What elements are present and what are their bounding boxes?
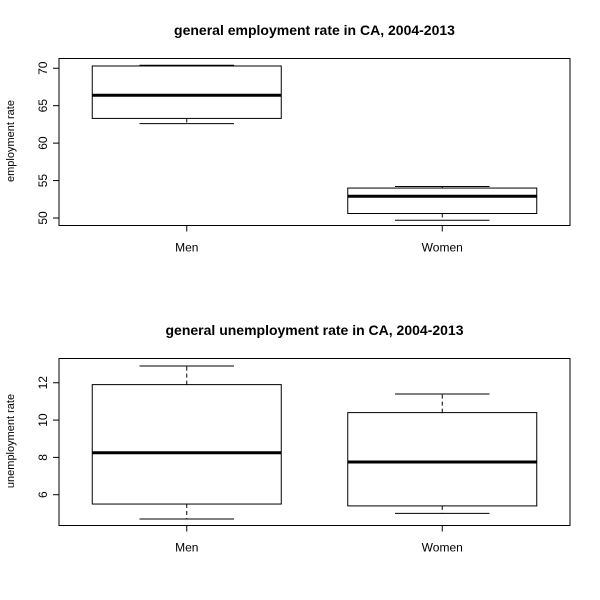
employment-y-axis: 50 55 60 65 70 bbox=[36, 61, 60, 225]
y-tick-label: 12 bbox=[36, 376, 50, 390]
employment-rate-panel: general employment rate in CA, 2004-2013… bbox=[5, 22, 571, 255]
y-tick-label: 65 bbox=[36, 99, 50, 113]
box-men bbox=[91, 64, 282, 125]
iqr-box bbox=[91, 65, 282, 119]
unemployment-chart-title: general unemployment rate in CA, 2004-20… bbox=[166, 322, 464, 338]
unemployment-x-axis: Men Women bbox=[175, 525, 463, 555]
employment-boxes bbox=[91, 64, 538, 221]
box-women bbox=[347, 186, 538, 221]
y-tick-label: 50 bbox=[36, 211, 50, 225]
y-tick-label: 70 bbox=[36, 61, 50, 75]
x-tick-label: Men bbox=[175, 241, 198, 255]
unemployment-y-axis: 6 8 10 12 bbox=[36, 376, 60, 498]
x-tick-label: Women bbox=[422, 541, 463, 555]
unemployment-rate-panel: general unemployment rate in CA, 2004-20… bbox=[5, 322, 571, 555]
y-tick-label: 60 bbox=[36, 136, 50, 150]
employment-y-axis-label: employment rate bbox=[5, 100, 17, 182]
iqr-box bbox=[347, 412, 538, 507]
unemployment-y-axis-label: unemployment rate bbox=[5, 394, 17, 488]
y-tick-label: 6 bbox=[36, 491, 50, 498]
employment-chart-title: general employment rate in CA, 2004-2013 bbox=[174, 22, 455, 38]
box-men bbox=[91, 365, 282, 520]
y-tick-label: 10 bbox=[36, 413, 50, 427]
box-women bbox=[347, 393, 538, 514]
y-tick-label: 55 bbox=[36, 174, 50, 188]
y-tick-label: 8 bbox=[36, 454, 50, 461]
iqr-box bbox=[91, 384, 282, 505]
iqr-box bbox=[347, 187, 538, 215]
x-tick-label: Men bbox=[175, 541, 198, 555]
employment-x-axis: Men Women bbox=[175, 225, 463, 255]
unemployment-boxes bbox=[91, 365, 538, 520]
x-tick-label: Women bbox=[422, 241, 463, 255]
